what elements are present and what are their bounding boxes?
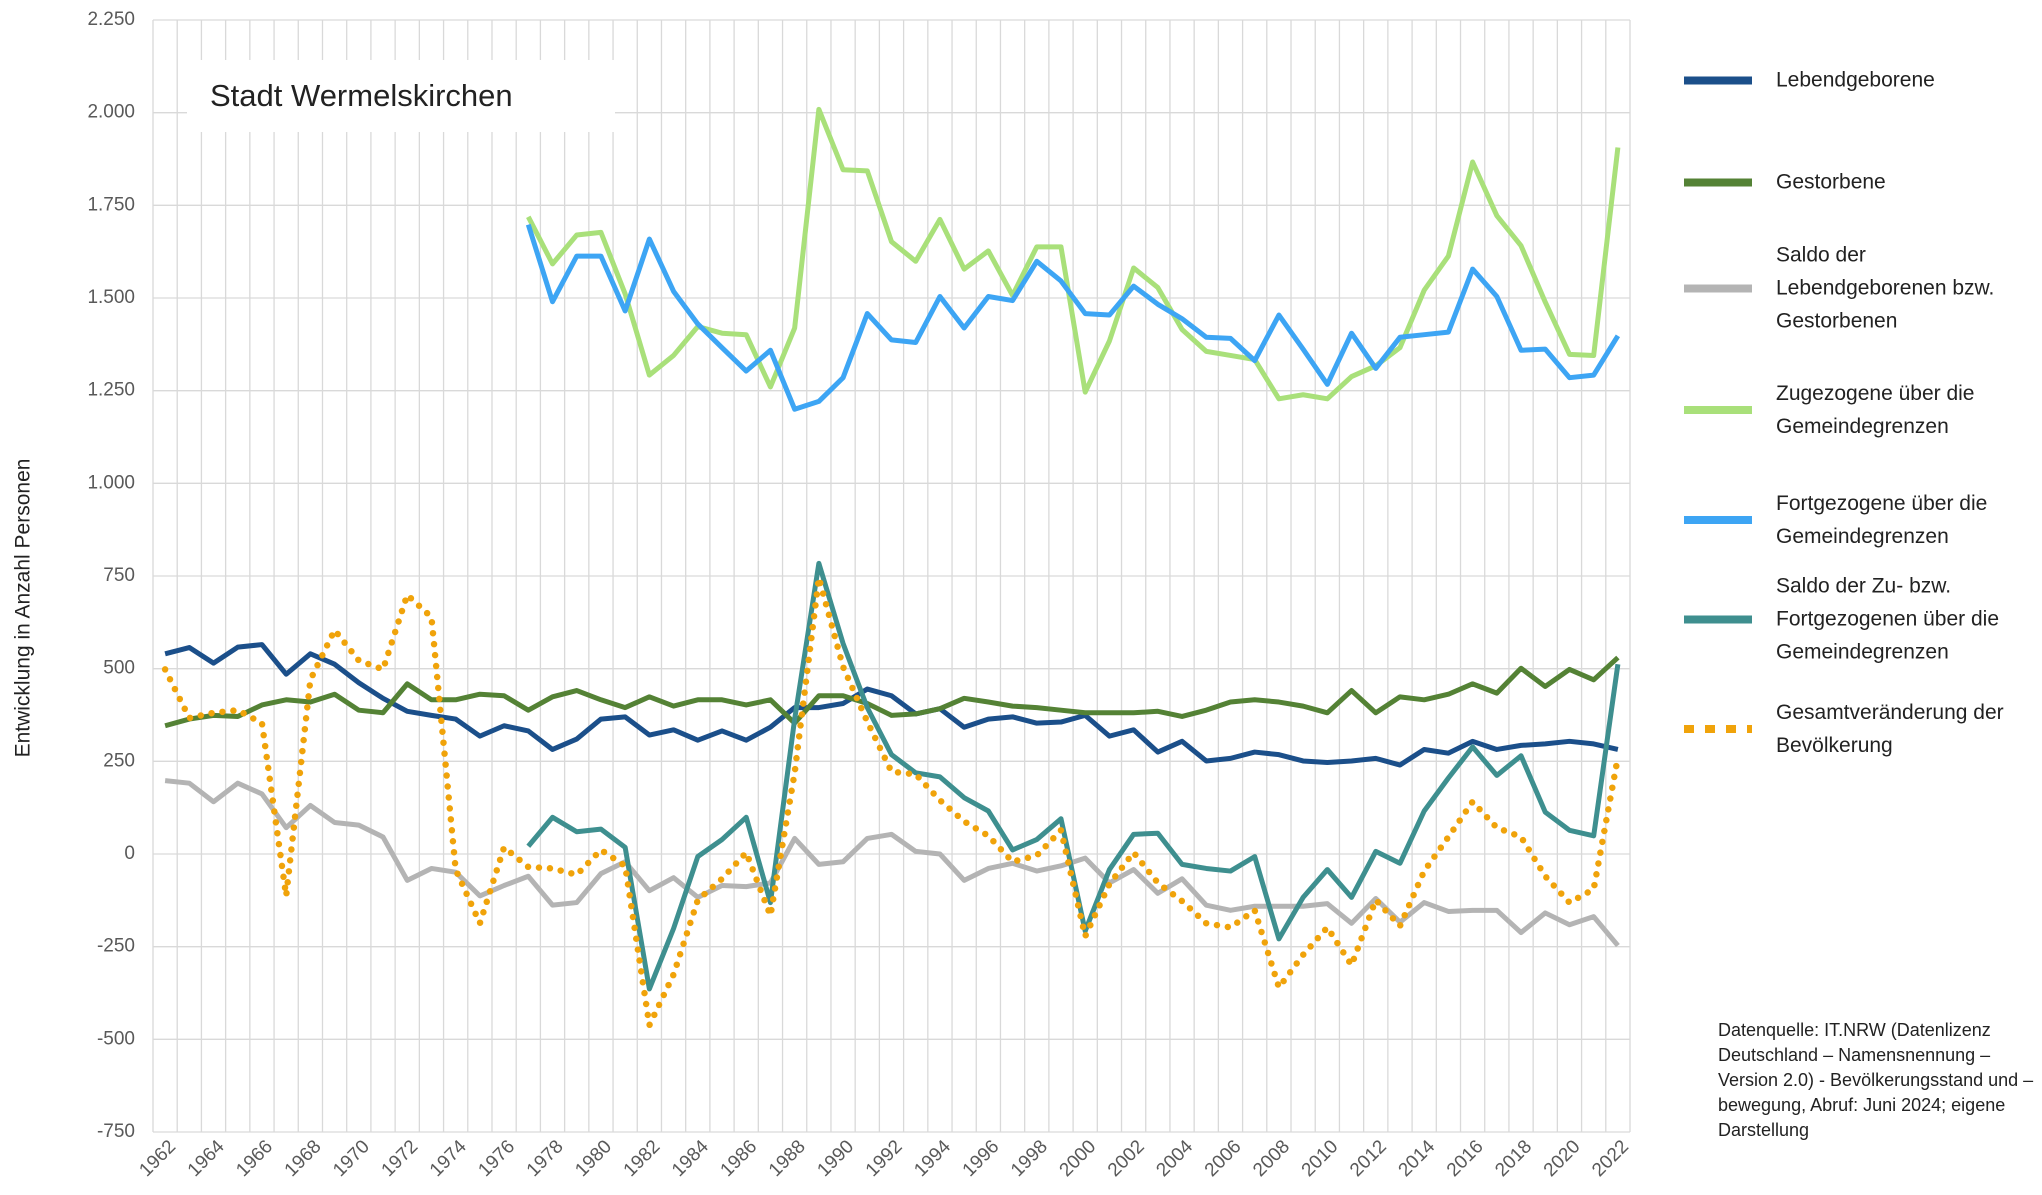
legend-item: Gestorbene xyxy=(1684,166,2040,199)
legend-item: Zugezogene über die Gemeindegrenzen xyxy=(1684,377,2040,443)
legend-label: Zugezogene über die Gemeindegrenzen xyxy=(1776,382,1975,438)
x-tick-label: 1980 xyxy=(571,1136,616,1181)
y-tick-label: 1.000 xyxy=(87,472,135,493)
source-note: Datenquelle: IT.NRW (Datenlizenz Deutsch… xyxy=(1718,1020,2034,1140)
legend-swatch xyxy=(1684,725,1752,733)
legend-swatch xyxy=(1684,406,1752,414)
x-tick-label: 1964 xyxy=(184,1136,229,1181)
x-tick-label: 1998 xyxy=(1007,1136,1052,1181)
y-tick-label: 500 xyxy=(103,658,135,679)
x-tick-label: 2016 xyxy=(1443,1136,1488,1181)
series-line xyxy=(161,574,1622,1029)
x-tick-label: 2002 xyxy=(1104,1136,1149,1181)
legend-swatch xyxy=(1684,284,1752,292)
legend-swatch xyxy=(1684,76,1752,84)
x-tick-label: 1968 xyxy=(281,1136,326,1181)
x-tick-label: 1988 xyxy=(765,1136,810,1181)
x-tick-label: 1994 xyxy=(910,1136,955,1181)
x-tick-label: 1974 xyxy=(426,1136,471,1181)
x-tick-label: 1986 xyxy=(717,1136,762,1181)
series-line xyxy=(164,778,1620,948)
x-tick-label: 2000 xyxy=(1056,1136,1101,1181)
title-box xyxy=(187,60,615,132)
x-tick-label: 2020 xyxy=(1540,1136,1585,1181)
legend-item: Lebendgeborene xyxy=(1684,64,2040,97)
x-tick-label: 1966 xyxy=(232,1136,277,1181)
x-tick-label: 2014 xyxy=(1395,1136,1440,1181)
chart-title: Stadt Wermelskirchen xyxy=(210,78,513,113)
x-tick-label: 2004 xyxy=(1152,1136,1197,1181)
legend-swatch xyxy=(1684,615,1752,623)
x-tick-label: 2022 xyxy=(1588,1136,1633,1181)
y-axis-label: Entwicklung in Anzahl Personen xyxy=(12,459,35,758)
legend-swatch xyxy=(1684,178,1752,186)
x-tick-label: 1970 xyxy=(329,1136,374,1181)
y-tick-label: 250 xyxy=(103,750,135,771)
legend-label: Saldo der Zu- bzw. Fortgezogenen über di… xyxy=(1776,574,1999,664)
legend-label: Fortgezogene über die Gemeindegrenzen xyxy=(1776,492,1988,548)
y-tick-label: -500 xyxy=(97,1028,135,1049)
y-tick-label: 1.500 xyxy=(87,287,135,308)
legend-item: Gesamtveränderung der Bevölkerung xyxy=(1684,696,2040,762)
y-tick-label: 1.250 xyxy=(87,380,135,401)
y-tick-label: 750 xyxy=(103,565,135,586)
x-tick-label: 1976 xyxy=(474,1136,519,1181)
x-tick-label: 2010 xyxy=(1298,1136,1343,1181)
series-line xyxy=(164,655,1620,729)
legend-label: Gesamtveränderung der Bevölkerung xyxy=(1776,701,2004,757)
legend-item: Saldo der Zu- bzw. Fortgezogenen über di… xyxy=(1684,570,2040,669)
legend-item: Fortgezogene über die Gemeindegrenzen xyxy=(1684,487,2040,553)
series-line xyxy=(164,642,1619,768)
x-tick-label: 1962 xyxy=(135,1136,180,1181)
legend-swatch xyxy=(1684,516,1752,524)
x-tick-label: 1992 xyxy=(862,1136,907,1181)
x-tick-label: 2006 xyxy=(1201,1136,1246,1181)
x-tick-label: 1982 xyxy=(620,1136,665,1181)
y-tick-label: 1.750 xyxy=(87,194,135,215)
legend-item: Saldo der Lebendgeborenen bzw. Gestorben… xyxy=(1684,239,2040,338)
y-tick-label: -750 xyxy=(97,1121,135,1142)
y-tick-label: -250 xyxy=(97,936,135,957)
series-line xyxy=(526,106,1621,402)
legend-label: Saldo der Lebendgeborenen bzw. Gestorben… xyxy=(1776,243,1995,333)
y-tick-label: 2.000 xyxy=(87,102,135,123)
x-tick-label: 1972 xyxy=(378,1136,423,1181)
x-tick-label: 2018 xyxy=(1491,1136,1536,1181)
y-tick-label: 0 xyxy=(124,843,135,864)
series-line xyxy=(525,223,1621,412)
x-tick-label: 2012 xyxy=(1346,1136,1391,1181)
x-tick-label: 1984 xyxy=(668,1136,713,1181)
legend-label: Lebendgeborene xyxy=(1776,68,1935,92)
x-tick-label: 1990 xyxy=(813,1136,858,1181)
y-tick-label: 2.250 xyxy=(87,9,135,30)
legend-label: Gestorbene xyxy=(1776,170,1886,194)
x-tick-label: 1996 xyxy=(959,1136,1004,1181)
x-tick-label: 2008 xyxy=(1249,1136,1294,1181)
x-tick-label: 1978 xyxy=(523,1136,568,1181)
